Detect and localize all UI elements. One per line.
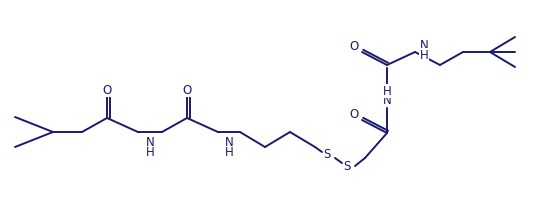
Text: S: S [343, 160, 351, 173]
Text: H: H [146, 147, 155, 160]
Text: O: O [102, 84, 111, 97]
Text: O: O [349, 40, 358, 52]
Text: O: O [349, 108, 358, 121]
Text: S: S [323, 149, 331, 162]
Text: N: N [382, 94, 391, 107]
Text: H: H [382, 85, 391, 98]
Text: H: H [419, 48, 428, 61]
Text: O: O [183, 84, 192, 97]
Text: N: N [146, 137, 155, 150]
Text: H: H [225, 147, 234, 160]
Text: N: N [419, 38, 428, 51]
Text: N: N [225, 137, 234, 150]
